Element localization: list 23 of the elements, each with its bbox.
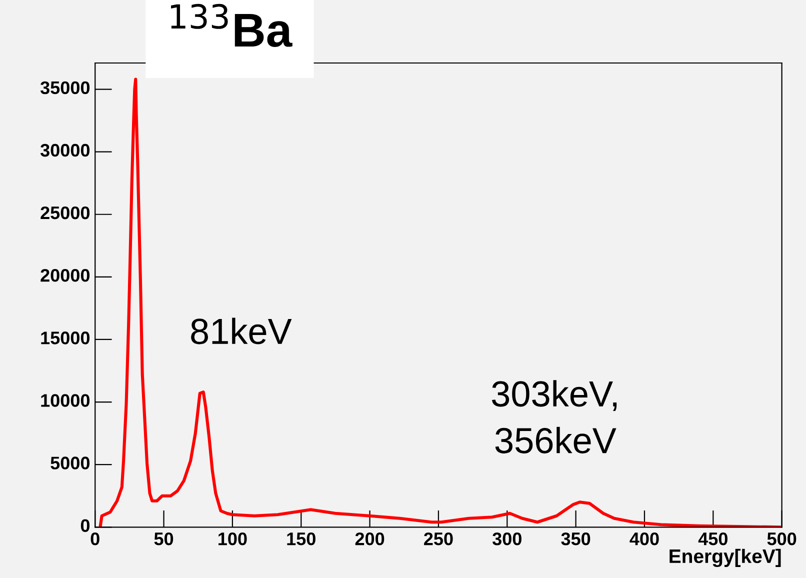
y-tick-label: 5000 — [50, 456, 90, 470]
chart-title: $^{133}$Ba — [170, 4, 292, 47]
y-tick-label: 25000 — [40, 206, 90, 220]
y-tick-label: 0 — [80, 519, 90, 532]
annotation: 81keV — [191, 318, 292, 344]
x-tick-label: 500 — [767, 532, 796, 546]
x-tick-label: 150 — [287, 532, 316, 546]
x-tick-label: 300 — [492, 532, 522, 546]
x-axis-title: Energy[keV] — [670, 548, 781, 568]
x-tick-label: 400 — [630, 532, 659, 546]
x-tick-label: 250 — [424, 532, 453, 546]
x-tick-label: 350 — [561, 532, 590, 546]
x-tick-label: 450 — [698, 532, 728, 546]
x-tick-label: 0 — [90, 532, 100, 546]
x-tick-label: 50 — [154, 532, 174, 546]
y-tick-label: 15000 — [41, 332, 90, 344]
x-tick-label: 200 — [355, 532, 384, 546]
x-tick-label: 100 — [218, 532, 247, 546]
y-tick-label: 10000 — [41, 394, 90, 407]
annotation: 303keV, 356keV — [492, 380, 617, 454]
y-tick-label: 30000 — [40, 144, 90, 157]
y-tick-label: 20000 — [40, 268, 90, 282]
y-tick-label: 35000 — [40, 81, 90, 94]
